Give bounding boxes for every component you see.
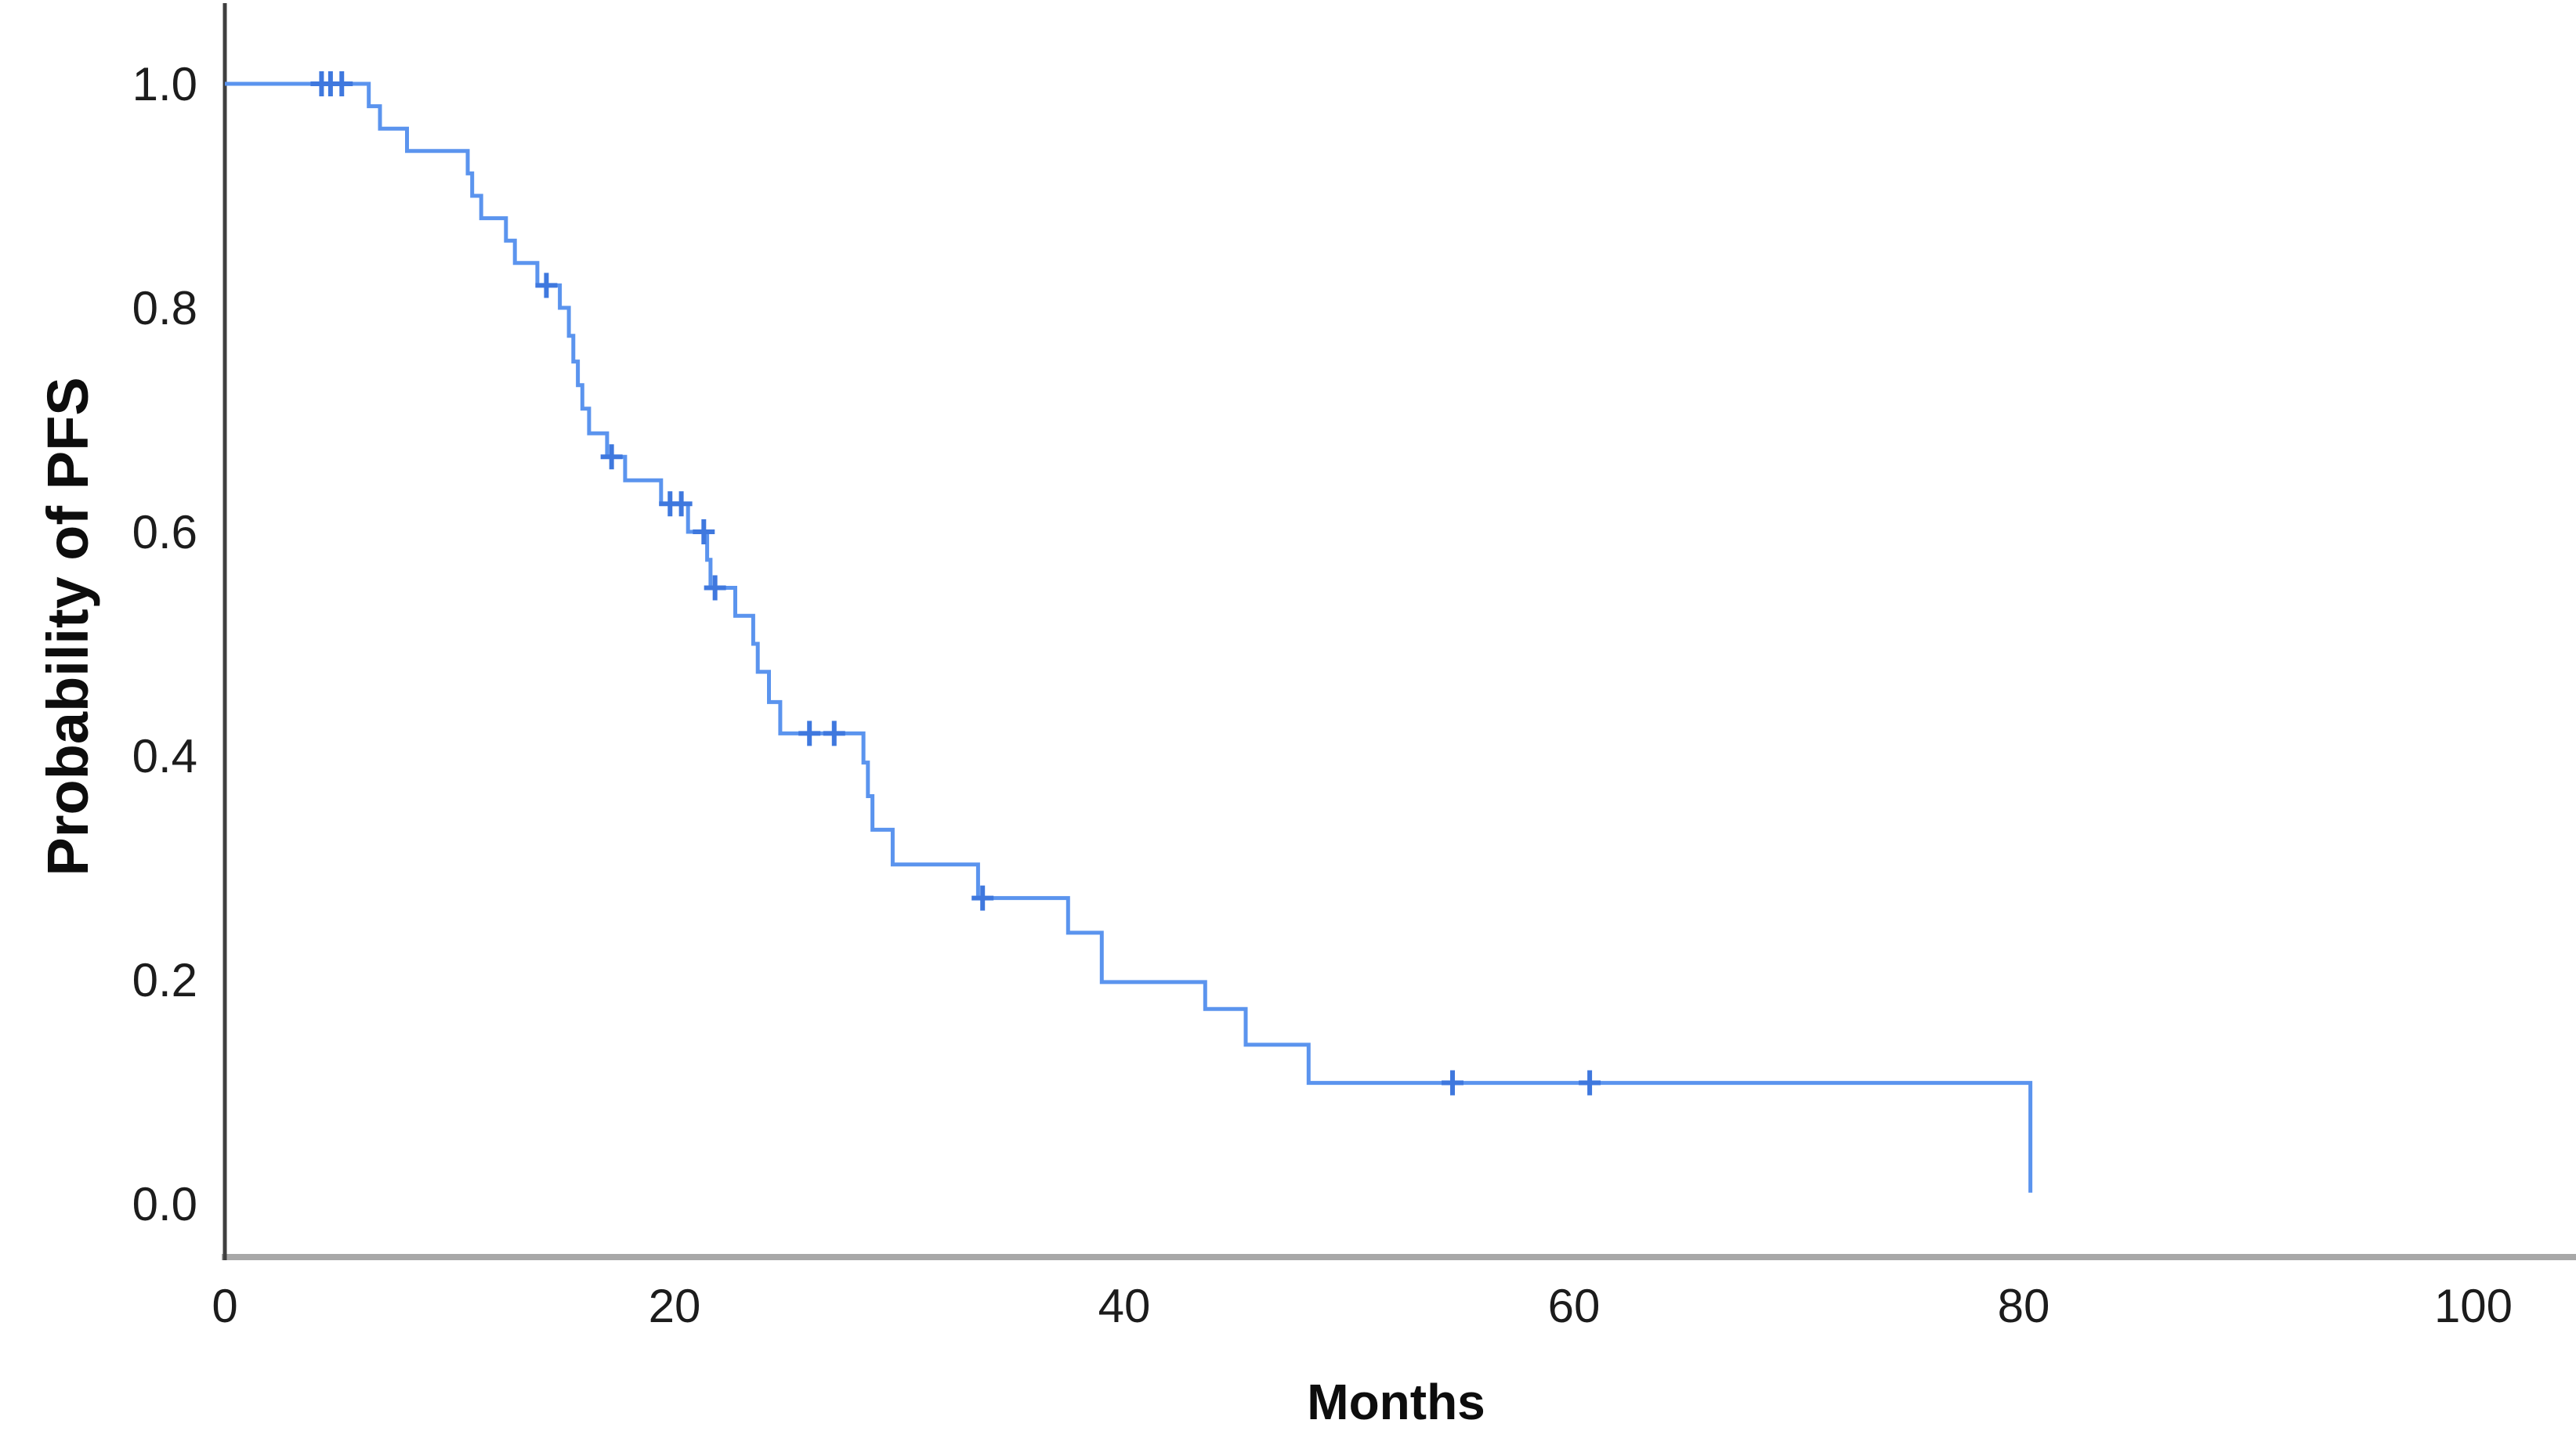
censor-mark (535, 273, 558, 298)
y-tick-label: 0.0 (132, 1178, 197, 1230)
km-curve (225, 81, 2033, 1193)
axes (222, 3, 2576, 1260)
x-axis-title: Months (1307, 1374, 1485, 1430)
y-tick-labels: 0.0 0.2 0.4 0.6 0.8 1.0 (132, 58, 197, 1230)
y-tick-label: 0.8 (132, 282, 197, 334)
censor-mark (670, 491, 693, 517)
censor-mark (704, 575, 726, 601)
x-tick-label: 0 (212, 1280, 237, 1332)
y-tick-label: 0.4 (132, 730, 197, 782)
x-tick-label: 80 (1998, 1280, 2050, 1332)
censor-mark (971, 885, 994, 911)
y-tick-label: 0.6 (132, 506, 197, 558)
censor-mark (798, 721, 821, 746)
y-tick-label: 0.2 (132, 954, 197, 1006)
censor-mark (1442, 1070, 1464, 1096)
censor-mark (823, 721, 845, 746)
censor-mark (600, 444, 623, 470)
x-tick-label: 100 (2434, 1280, 2513, 1332)
x-tick-label: 20 (649, 1280, 701, 1332)
censor-mark (693, 519, 715, 544)
x-tick-label: 40 (1098, 1280, 1151, 1332)
censor-marks (310, 71, 1601, 1096)
y-tick-label: 1.0 (132, 58, 197, 110)
x-tick-label: 60 (1548, 1280, 1601, 1332)
x-tick-labels: 0 20 40 60 80 100 (212, 1280, 2513, 1332)
censor-mark (1579, 1070, 1601, 1096)
km-step-path (225, 81, 2033, 1193)
y-axis-title: Probability of PFS (35, 377, 100, 876)
censor-mark (331, 71, 353, 96)
